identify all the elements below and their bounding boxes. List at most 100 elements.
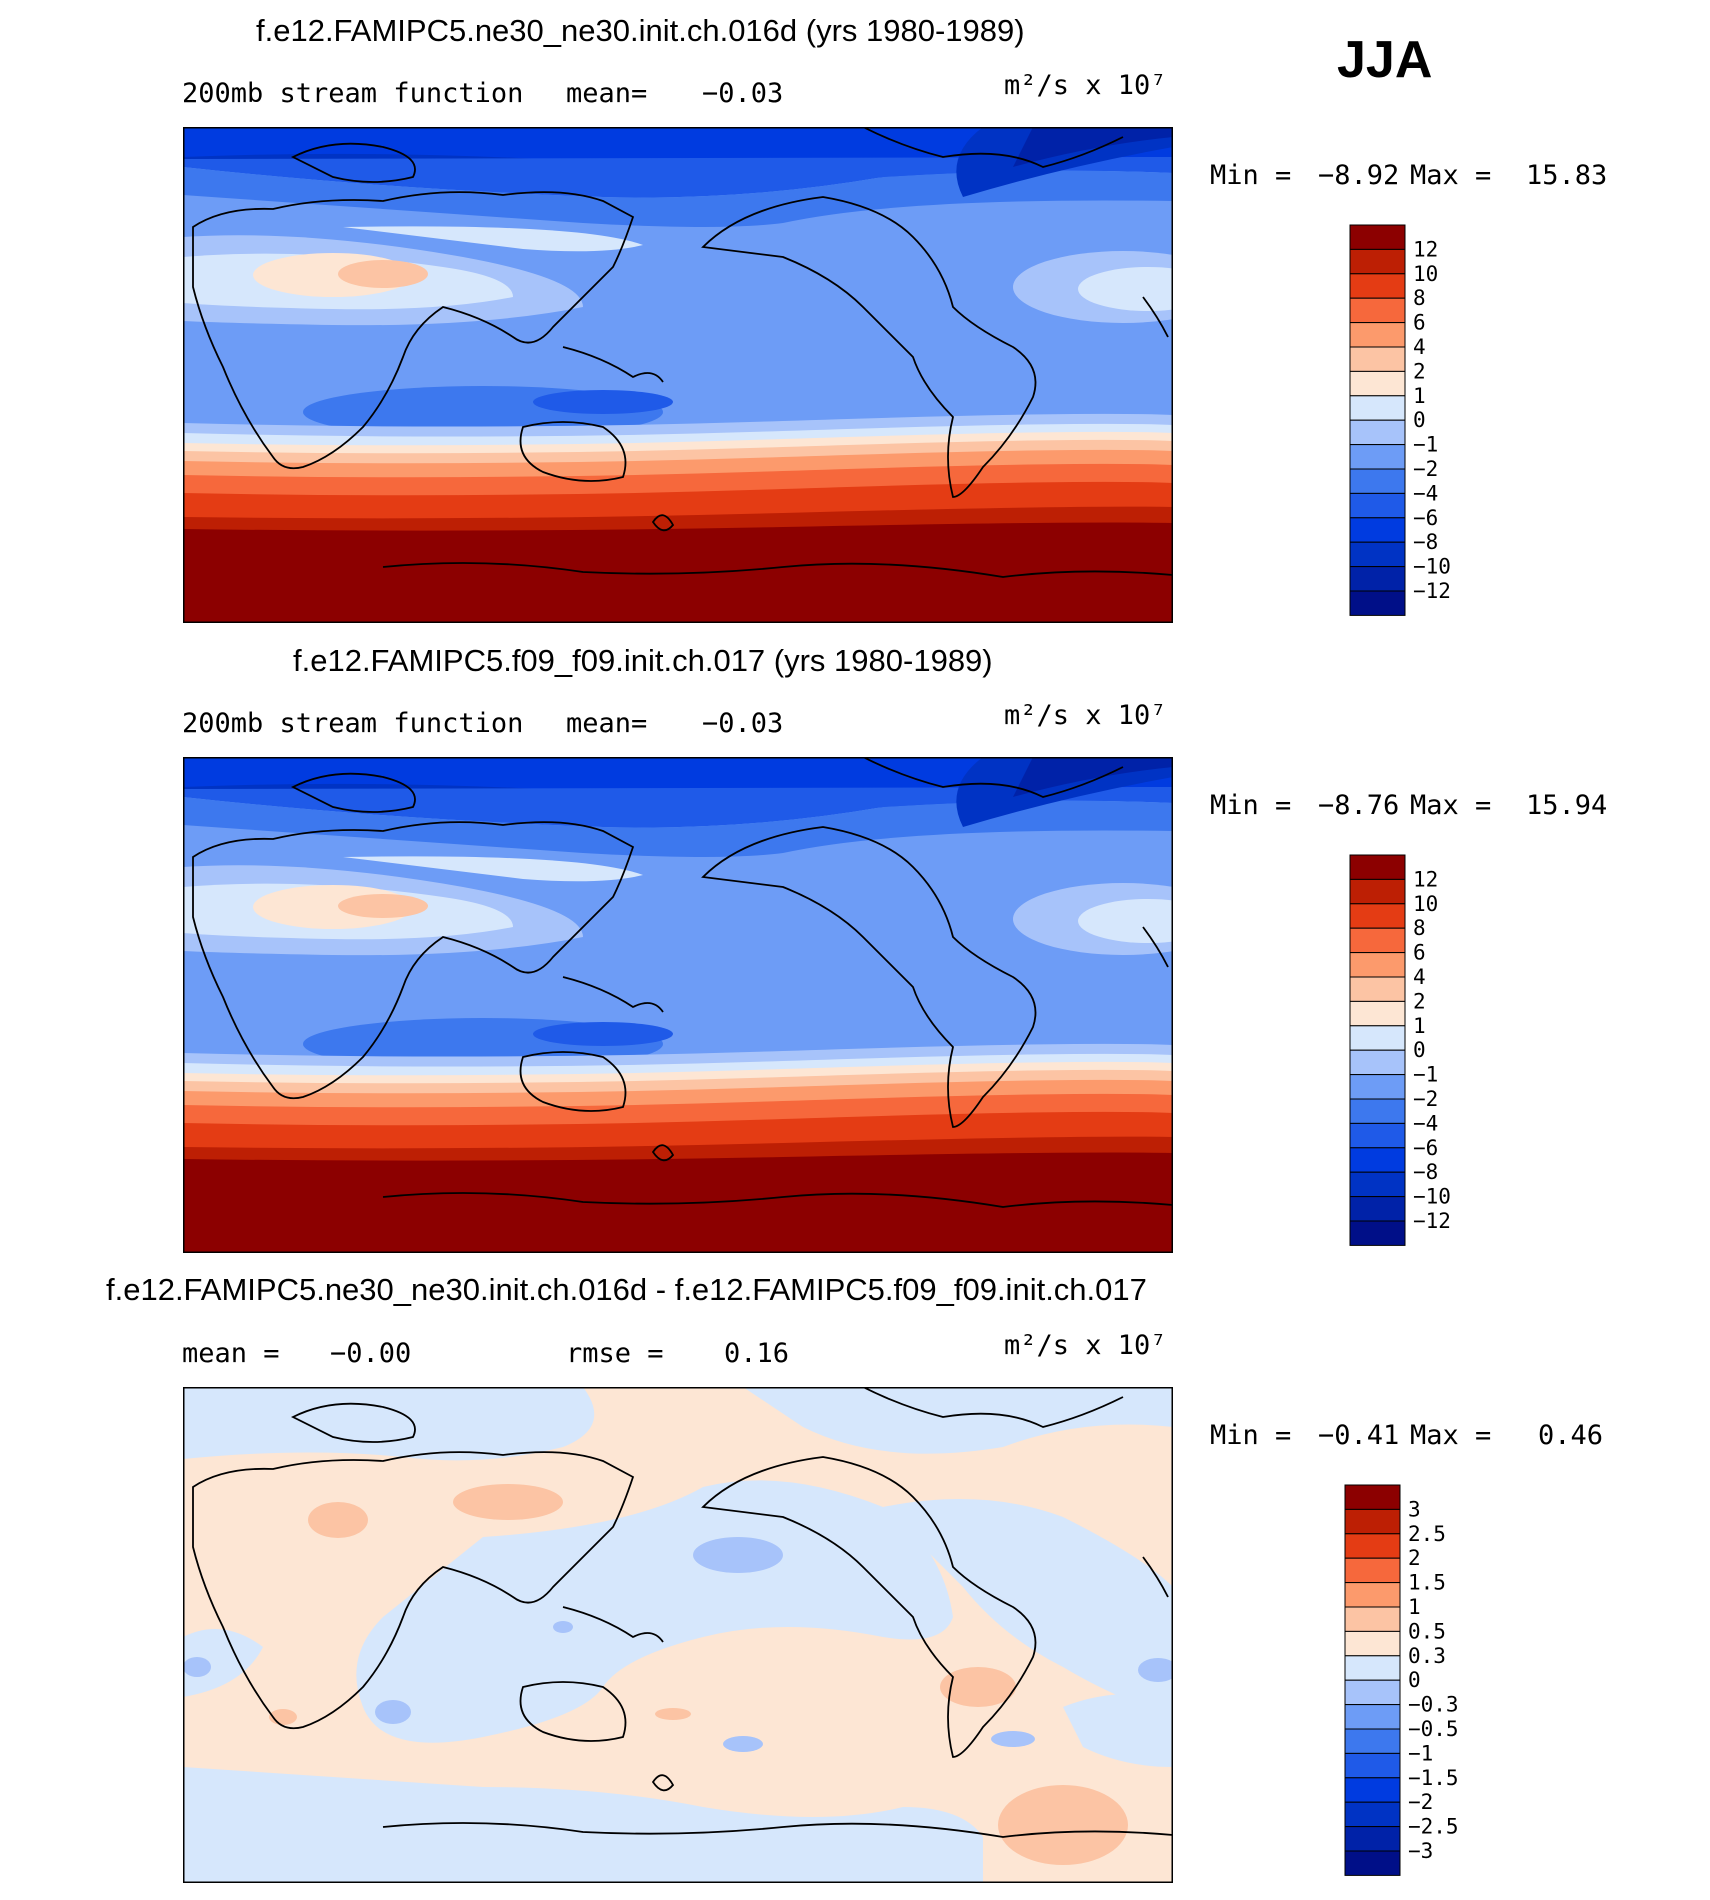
- panel-3-title: f.e12.FAMIPC5.ne30_ne30.init.ch.016d - f…: [106, 1272, 1147, 1307]
- panel-3-rmse-label: rmse =: [566, 1338, 664, 1369]
- colorbar-tick-label: −1: [1413, 1063, 1438, 1087]
- colorbar-box: [1349, 370, 1406, 397]
- colorbar-box: [1349, 1220, 1406, 1246]
- panel-1-min-label: Min =: [1210, 160, 1292, 191]
- panel-3-min-label: Min =: [1210, 1420, 1292, 1451]
- colorbar-box: [1349, 273, 1406, 299]
- colorbar-tick-label: −4: [1413, 1111, 1438, 1135]
- colorbar-box: [1344, 1508, 1401, 1535]
- colorbar-box: [1349, 492, 1406, 519]
- colorbar-tick-label: −8: [1413, 530, 1438, 554]
- colorbar-box: [1349, 1196, 1406, 1222]
- colorbar-box: [1344, 1630, 1401, 1657]
- colorbar-tick-label: 10: [1413, 262, 1438, 286]
- colorbar-box: [1344, 1582, 1401, 1608]
- colorbar-tick-label: 2.5: [1408, 1522, 1446, 1546]
- panel-2-variable-label: 200mb stream function: [182, 708, 524, 739]
- colorbar-tick-label: −10: [1413, 1185, 1451, 1209]
- colorbar-tick-label: 2: [1408, 1546, 1421, 1570]
- colorbar-box: [1349, 1171, 1406, 1198]
- panel-1-title: f.e12.FAMIPC5.ne30_ne30.init.ch.016d (yr…: [256, 13, 1025, 48]
- colorbar-tick-label: 4: [1413, 335, 1426, 359]
- colorbar-tick-label: −6: [1413, 506, 1438, 530]
- panel-2-min-value: −8.76: [1318, 790, 1400, 821]
- colorbar-box: [1349, 952, 1406, 978]
- colorbar-box: [1349, 1122, 1406, 1149]
- panel-3-rmse-value: 0.16: [724, 1338, 790, 1369]
- colorbar-tick-label: 2: [1413, 359, 1426, 383]
- panel-2-title: f.e12.FAMIPC5.f09_f09.init.ch.017 (yrs 1…: [293, 643, 993, 678]
- colorbar-tick-label: −1: [1408, 1741, 1433, 1765]
- panel-2-max-value: 15.94: [1526, 790, 1608, 821]
- colorbar-box: [1349, 903, 1406, 929]
- colorbar-tick-label: 0: [1413, 408, 1426, 432]
- colorbar-tick-label: 10: [1413, 892, 1438, 916]
- panel-1-units: m²/s x 10⁷: [1004, 70, 1167, 101]
- panel-3-max-value: 0.46: [1538, 1420, 1604, 1451]
- colorbar-box: [1344, 1606, 1401, 1632]
- panel-1-mean-value: −0.03: [702, 78, 784, 109]
- colorbar-box: [1349, 1049, 1406, 1076]
- colorbar-tick-label: 0.5: [1408, 1619, 1446, 1643]
- colorbar-tick-label: 0: [1413, 1038, 1426, 1062]
- panel-1-mean-label: mean=: [566, 78, 648, 109]
- panel-1-colorbar-boxes: [1349, 224, 1406, 616]
- colorbar-tick-label: −3: [1408, 1839, 1433, 1863]
- panel-3-mean-label: mean =: [182, 1338, 280, 1369]
- colorbar-tick-label: −4: [1413, 481, 1438, 505]
- panel-3-max-label: Max =: [1410, 1420, 1492, 1451]
- colorbar-box: [1349, 1074, 1406, 1100]
- colorbar-tick-label: 12: [1413, 867, 1438, 891]
- colorbar-tick-label: 1: [1408, 1595, 1421, 1619]
- colorbar-box: [1349, 248, 1406, 275]
- colorbar-tick-label: −6: [1413, 1136, 1438, 1160]
- colorbar-box: [1344, 1850, 1401, 1876]
- colorbar-box: [1344, 1704, 1401, 1730]
- panel-2-colorbar-boxes: [1349, 854, 1406, 1246]
- colorbar-box: [1344, 1728, 1401, 1754]
- colorbar-box: [1349, 854, 1406, 880]
- colorbar-box: [1349, 419, 1406, 446]
- colorbar-box: [1349, 297, 1406, 324]
- colorbar-box: [1349, 1025, 1406, 1051]
- colorbar-tick-label: 1: [1413, 384, 1426, 408]
- colorbar-tick-label: 8: [1413, 916, 1426, 940]
- colorbar-box: [1349, 927, 1406, 954]
- season-label: JJA: [1337, 31, 1433, 89]
- colorbar-tick-label: −2: [1413, 457, 1438, 481]
- colorbar-box: [1349, 1147, 1406, 1173]
- colorbar-tick-label: 2: [1413, 989, 1426, 1013]
- colorbar-tick-label: −0.3: [1408, 1693, 1459, 1717]
- colorbar-box: [1349, 444, 1406, 470]
- panel-2-mean-value: −0.03: [702, 708, 784, 739]
- colorbar-box: [1344, 1655, 1401, 1681]
- colorbar-box: [1344, 1777, 1401, 1803]
- colorbar-box: [1349, 517, 1406, 543]
- panel-3-colorbar-boxes: [1344, 1484, 1401, 1876]
- colorbar-box: [1349, 322, 1406, 348]
- colorbar-box: [1344, 1557, 1401, 1584]
- colorbar-tick-label: −0.5: [1408, 1717, 1459, 1741]
- colorbar-box: [1349, 224, 1406, 250]
- panel-2-mean-label: mean=: [566, 708, 648, 739]
- colorbar-box: [1349, 541, 1406, 568]
- panel-1-max-value: 15.83: [1526, 160, 1608, 191]
- colorbar-box: [1349, 878, 1406, 905]
- panel-2-units: m²/s x 10⁷: [1004, 700, 1167, 731]
- colorbar-tick-label: −2.5: [1408, 1815, 1459, 1839]
- colorbar-tick-label: 1: [1413, 1014, 1426, 1038]
- colorbar-tick-label: 6: [1413, 311, 1426, 335]
- colorbar-tick-label: −12: [1413, 579, 1451, 603]
- colorbar-box: [1344, 1801, 1401, 1828]
- colorbar-tick-label: 0: [1408, 1668, 1421, 1692]
- colorbar-box: [1349, 976, 1406, 1002]
- colorbar-box: [1349, 590, 1406, 616]
- panel-3-min-value: −0.41: [1318, 1420, 1400, 1451]
- colorbar-tick-label: −1.5: [1408, 1766, 1459, 1790]
- panel-1-min-value: −8.92: [1318, 160, 1400, 191]
- panel-3-map: [183, 1387, 1173, 1883]
- panel-3-mean-value: −0.00: [330, 1338, 412, 1369]
- colorbar-box: [1344, 1826, 1401, 1852]
